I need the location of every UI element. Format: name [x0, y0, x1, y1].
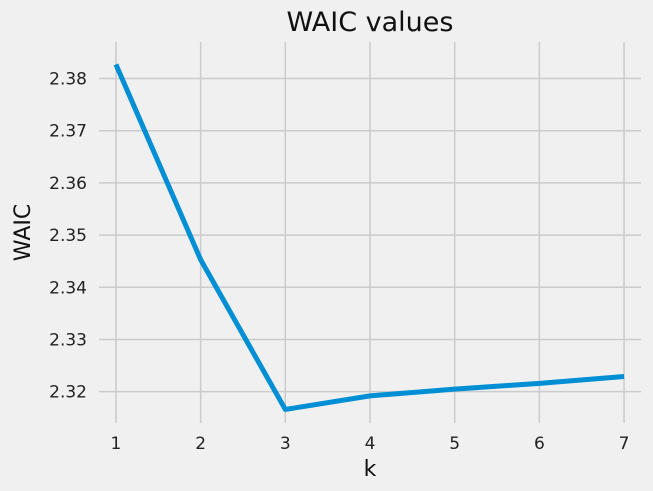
x-tick-label: 6	[534, 434, 545, 454]
x-axis-label: k	[364, 457, 377, 482]
series-line	[113, 63, 625, 412]
x-tick-label: 4	[365, 434, 376, 454]
y-tick-label: 2.34	[49, 278, 87, 298]
y-tick-labels: 2.32 2.33 2.34 2.35 2.36 2.37 2.38	[49, 70, 87, 403]
y-tick-label: 2.35	[49, 226, 87, 246]
grid-lines	[99, 42, 641, 423]
x-tick-label: 1	[111, 434, 122, 454]
x-tick-label: 2	[195, 434, 206, 454]
y-tick-label: 2.33	[49, 330, 87, 350]
chart-title: WAIC values	[287, 7, 454, 38]
y-tick-label: 2.37	[49, 122, 87, 142]
y-axis-label: WAIC	[11, 204, 36, 261]
y-tick-label: 2.36	[49, 174, 87, 194]
y-tick-label: 2.32	[49, 383, 87, 403]
x-tick-label: 7	[619, 434, 630, 454]
y-tick-label: 2.38	[49, 70, 87, 90]
x-tick-labels: 1 2 3 4 5 6 7	[111, 434, 630, 454]
x-tick-label: 3	[280, 434, 291, 454]
x-tick-label: 5	[449, 434, 460, 454]
series-layer	[113, 63, 625, 412]
